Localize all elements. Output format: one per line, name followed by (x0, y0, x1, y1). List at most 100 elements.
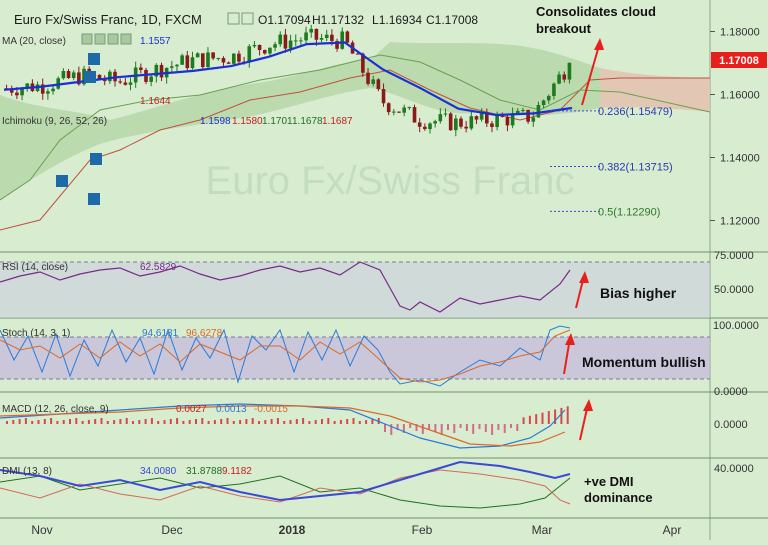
header-icons[interactable] (227, 12, 254, 25)
rsi-band (0, 262, 710, 318)
macd-bar (232, 421, 235, 424)
macd-bar (295, 419, 298, 424)
svg-text:O1.17094: O1.17094 (258, 13, 311, 27)
annotation-cloud-breakout-1: Consolidates cloud (536, 4, 656, 19)
candle-body (443, 113, 448, 115)
macd-bar (113, 420, 116, 424)
macd-bar (119, 419, 122, 424)
candle-body (526, 109, 530, 122)
candle-body (546, 95, 551, 101)
macd-bar (465, 424, 468, 431)
candle-body (15, 92, 19, 96)
macd-bar (213, 420, 216, 424)
ichimoku-value-5: 1.1687 (322, 116, 353, 127)
candle-body (459, 118, 463, 127)
macd-bar (528, 415, 531, 424)
candle-body (139, 67, 143, 70)
candle-body (536, 105, 541, 118)
adx-line (0, 460, 571, 502)
candle-body (180, 55, 184, 65)
candle-body (123, 82, 128, 85)
candle-body (56, 78, 61, 89)
macd-bar (138, 420, 141, 424)
candle-body (293, 40, 298, 42)
candle-body (278, 34, 283, 45)
macd-bar (472, 424, 475, 434)
dmi-plus-line (0, 475, 571, 509)
rsi-value: 62.5829 (140, 262, 177, 273)
candle-body (324, 34, 329, 39)
annotation-cloud-breakout-2: breakout (536, 21, 592, 36)
candle-body (9, 88, 14, 93)
macd-bar (566, 406, 569, 424)
macd-bar (24, 418, 27, 424)
candle-body (428, 123, 432, 130)
macd-bar (195, 419, 197, 424)
macd-bar (510, 424, 512, 428)
macd-bar (289, 420, 292, 424)
candle-body (448, 113, 453, 131)
macd-bar (421, 424, 424, 434)
candle-body (510, 113, 515, 126)
candle-body (381, 89, 386, 104)
macd-signal-line (0, 405, 566, 447)
candle-body (464, 126, 468, 129)
macd-bar (31, 421, 34, 424)
candle-body (221, 58, 226, 63)
macd-bar (270, 419, 273, 424)
annotation-arrow-1 (581, 41, 601, 106)
macd-bar (75, 418, 78, 424)
macd-bar (522, 417, 525, 424)
macd-bar (554, 409, 557, 424)
candle-body (61, 71, 66, 79)
macd-bar (440, 424, 443, 435)
candle-body (108, 71, 112, 82)
macd-bar (264, 420, 267, 424)
stoch-value-d: 96.6278 (186, 328, 223, 339)
macd-bar (106, 421, 109, 424)
fib-levels: 0.236(1.15479) 0.382(1.13715) 0.5(1.12290) (550, 106, 673, 218)
macd-bar (478, 424, 481, 429)
candle-body (392, 111, 396, 113)
candle-body (438, 114, 443, 122)
ma-small-value: 1.1644 (140, 96, 171, 107)
candle-body (77, 72, 81, 85)
macd-bar (365, 420, 368, 424)
macd-bar (352, 418, 355, 424)
macd-bar (358, 421, 361, 424)
macd-bar (132, 421, 134, 424)
macd-bar (547, 411, 550, 424)
rsi-line (0, 261, 571, 313)
candle-body (185, 55, 190, 69)
macd-bar (321, 419, 323, 424)
annotation-bias: Bias higher (600, 285, 677, 301)
candle-body (505, 116, 510, 126)
time-axis: Nov Dec 2018 Feb Mar Apr (31, 523, 681, 537)
ichimoku-cloud-green (0, 42, 600, 200)
candle-body (371, 79, 376, 84)
ma-controls[interactable] (81, 33, 132, 45)
candle-body (412, 107, 417, 123)
eye-toggles[interactable] (56, 53, 102, 205)
candle-body (257, 44, 262, 50)
macd-bar (541, 412, 544, 424)
ichimoku-value-4: 1.1678 (292, 116, 323, 127)
macd-bar (497, 424, 500, 430)
macd-bar (220, 419, 223, 424)
annotation-arrowhead-2 (579, 271, 589, 283)
price-tag-box (711, 52, 767, 68)
fib-label: 0.236(1.15479) (598, 106, 673, 118)
macd-bar (176, 418, 179, 424)
macd-value-2: 0.0013 (216, 404, 247, 415)
candle-body (386, 103, 391, 113)
time-tick-label: Mar (532, 523, 553, 537)
candle-body (314, 28, 319, 40)
candle-body (454, 118, 458, 131)
candle-body (330, 34, 334, 41)
macd-bar (56, 421, 59, 424)
macd-bar (69, 419, 71, 424)
candle-body (216, 58, 221, 60)
candle-body (335, 40, 339, 49)
candle-body (252, 44, 257, 47)
macd-bar (434, 424, 437, 432)
